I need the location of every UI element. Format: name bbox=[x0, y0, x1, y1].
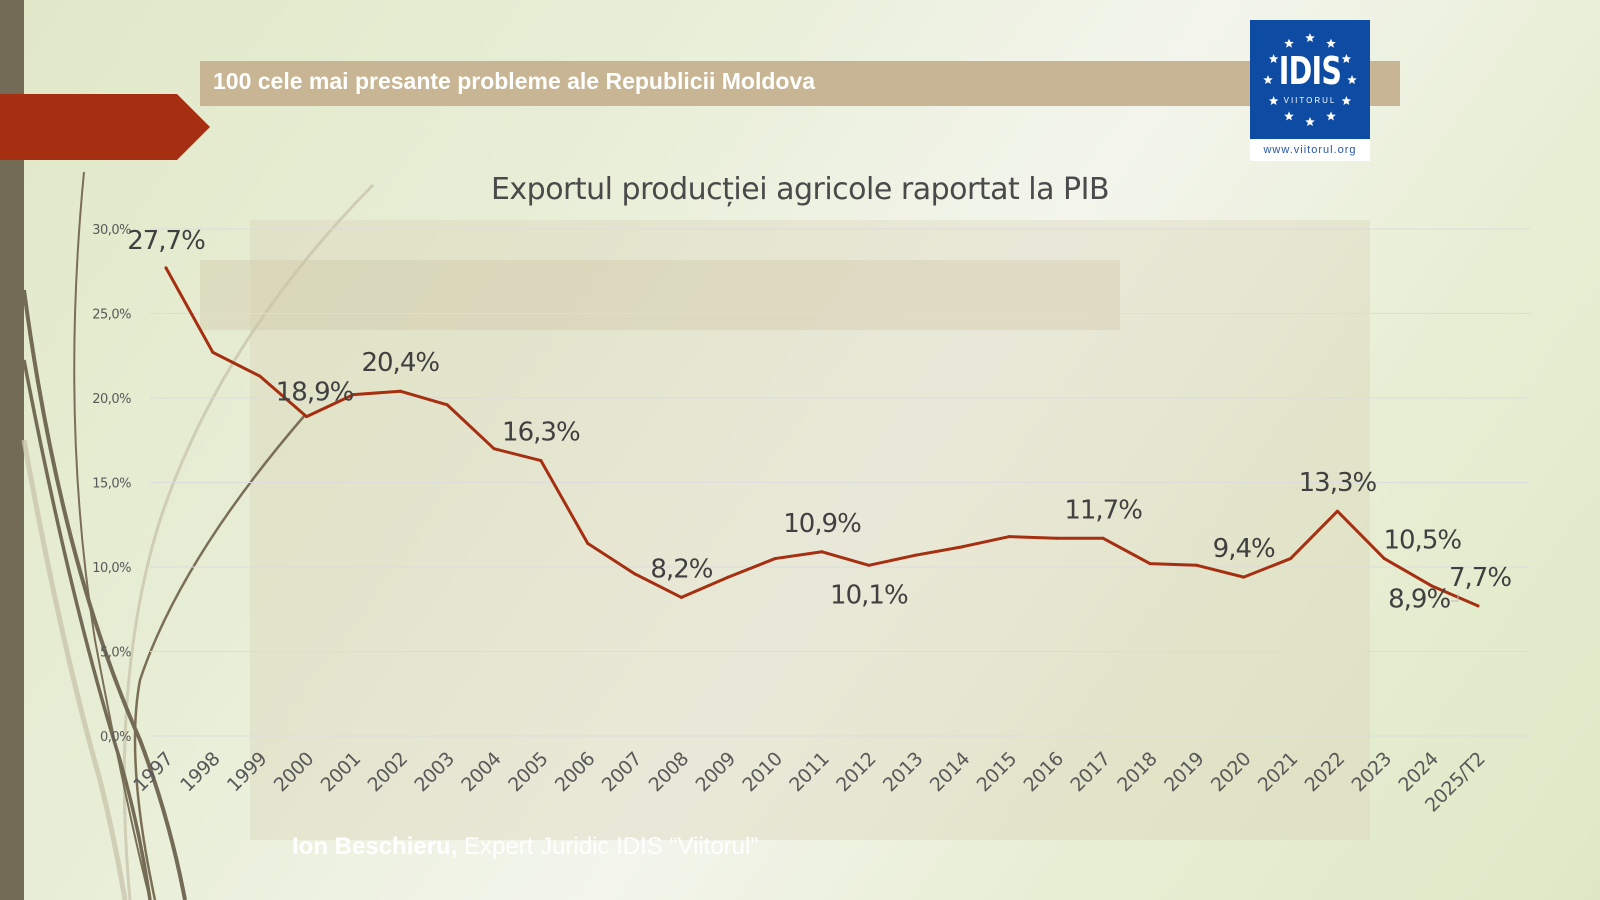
logo-stars-icon bbox=[1263, 33, 1357, 126]
star-icon bbox=[1305, 117, 1315, 126]
data-point bbox=[586, 541, 590, 545]
star-icon bbox=[1263, 75, 1273, 84]
chart-title: Exportul producției agricole raportat la… bbox=[490, 172, 1110, 207]
data-point bbox=[351, 393, 355, 397]
data-point bbox=[914, 553, 918, 557]
data-label: 8,9% bbox=[1388, 585, 1450, 615]
footer-role: Expert Juridic IDIS “Viitorul” bbox=[464, 833, 759, 860]
data-point bbox=[1101, 536, 1105, 540]
data-point bbox=[305, 415, 309, 419]
data-point bbox=[211, 350, 215, 354]
data-point bbox=[539, 459, 543, 463]
data-label: 9,4% bbox=[1213, 534, 1275, 564]
data-label: 8,2% bbox=[650, 554, 712, 584]
data-point bbox=[867, 563, 871, 567]
footer-author: Ion Beschieru, bbox=[292, 833, 458, 860]
data-label: 7,7% bbox=[1449, 563, 1511, 593]
decorative-panel bbox=[250, 220, 1370, 840]
y-axis-ticks: 0,0% 5,0% 10,0% 15,0% 20,0% 25,0% 30,0% bbox=[92, 223, 131, 745]
data-point bbox=[1289, 557, 1293, 561]
decorative-band bbox=[200, 260, 1120, 330]
data-point bbox=[1429, 584, 1433, 588]
gridlines bbox=[150, 228, 1530, 737]
data-label: 16,3% bbox=[502, 418, 580, 448]
logo-subtitle: VIITORUL bbox=[1283, 96, 1337, 105]
y-tick-label: 25,0% bbox=[92, 308, 131, 323]
data-point bbox=[1148, 562, 1152, 566]
data-point bbox=[633, 572, 637, 576]
y-tick-label: 5,0% bbox=[100, 646, 131, 661]
data-label: 10,1% bbox=[830, 580, 908, 610]
data-point bbox=[961, 545, 965, 549]
data-labels: 27,7% 18,9%20,4% 16,3% 8,2% 10,9% 10,1% 11,7% 9… bbox=[127, 226, 1512, 615]
logo-url[interactable]: www.viitorul.org bbox=[1263, 144, 1357, 156]
idis-logo[interactable]: IDIS VIITORUL www.viitorul.org bbox=[1250, 20, 1370, 161]
data-point bbox=[1054, 536, 1058, 540]
star-icon bbox=[1347, 75, 1357, 84]
data-label: 10,9% bbox=[783, 509, 861, 539]
data-point bbox=[398, 389, 402, 393]
data-point bbox=[679, 595, 683, 599]
logo-background bbox=[1250, 20, 1370, 139]
star-icon bbox=[1268, 96, 1279, 105]
star-icon bbox=[1341, 54, 1352, 63]
y-tick-label: 20,0% bbox=[92, 392, 131, 407]
data-point bbox=[1242, 575, 1246, 579]
data-label: 18,9% bbox=[276, 378, 354, 408]
star-icon bbox=[1341, 96, 1352, 105]
y-tick-label: 0,0% bbox=[100, 730, 131, 745]
star-icon bbox=[1326, 38, 1336, 48]
y-tick-label: 15,0% bbox=[92, 477, 131, 492]
data-point bbox=[492, 447, 496, 451]
data-label: 10,5% bbox=[1383, 526, 1461, 556]
star-icon bbox=[1284, 38, 1294, 48]
star-icon bbox=[1305, 33, 1315, 42]
header-band bbox=[200, 61, 1400, 106]
data-point bbox=[258, 374, 262, 378]
data-point bbox=[820, 550, 824, 554]
data-label: 20,4% bbox=[361, 348, 439, 378]
x-tick-label: 1998 bbox=[176, 748, 224, 796]
accent-arrow-shape bbox=[0, 94, 210, 160]
star-icon bbox=[1284, 111, 1294, 121]
data-label: 11,7% bbox=[1064, 495, 1142, 525]
data-point bbox=[1382, 557, 1386, 561]
y-tick-label: 30,0% bbox=[92, 223, 131, 238]
data-point bbox=[1476, 604, 1480, 608]
y-tick-label: 10,0% bbox=[92, 561, 131, 576]
data-point bbox=[726, 575, 730, 579]
data-point bbox=[164, 266, 168, 270]
leader-line bbox=[1451, 594, 1459, 602]
data-point bbox=[1007, 535, 1011, 539]
star-icon bbox=[1326, 111, 1336, 121]
data-point bbox=[445, 403, 449, 407]
footer-credit: Ion Beschieru, Expert Juridic IDIS “Viit… bbox=[292, 833, 758, 861]
data-label: 27,7% bbox=[127, 226, 205, 256]
data-point bbox=[773, 557, 777, 561]
data-point bbox=[1335, 509, 1339, 513]
data-label: 13,3% bbox=[1299, 468, 1377, 498]
series-points bbox=[164, 266, 1480, 608]
data-point bbox=[1195, 563, 1199, 567]
star-icon bbox=[1268, 54, 1279, 63]
header-title: 100 cele mai presante probleme ale Repub… bbox=[213, 68, 816, 94]
logo-text: IDIS bbox=[1278, 49, 1342, 93]
decorative-curves bbox=[21, 171, 375, 900]
